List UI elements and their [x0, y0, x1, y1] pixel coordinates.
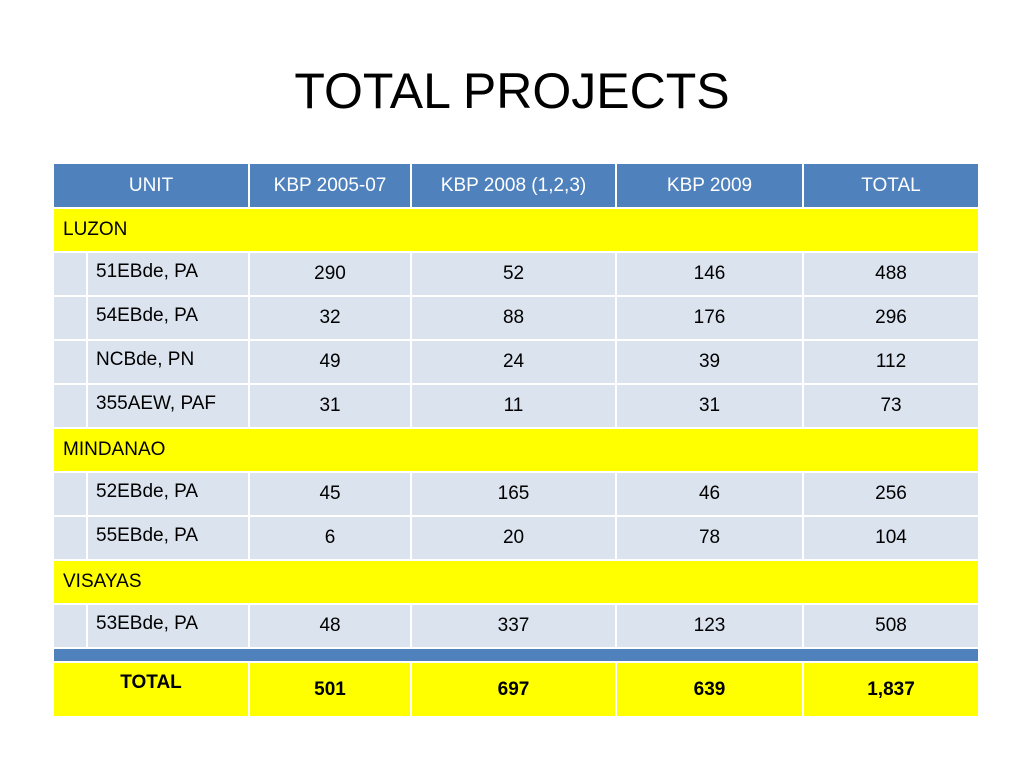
value-kbp-2008: 11 [410, 383, 618, 429]
value-kbp-2009: 123 [615, 603, 805, 649]
group-row-luzon: LUZON [51, 207, 981, 253]
value-kbp-2005-07: 6 [248, 515, 413, 561]
total-kbp-2008: 697 [410, 661, 618, 718]
value-kbp-2005-07: 49 [248, 339, 413, 385]
group-label: VISAYAS [51, 559, 981, 605]
value-kbp-2009: 31 [615, 383, 805, 429]
unit-name: NCBde, PN [85, 339, 251, 385]
table-row: NCBde, PN 49 24 39 112 [52, 339, 981, 385]
header-unit: UNIT [51, 162, 251, 209]
total-kbp-2005-07: 501 [248, 661, 413, 718]
table-row: 53EBde, PA 48 337 123 508 [52, 603, 981, 649]
value-kbp-2005-07: 31 [248, 383, 413, 429]
header-kbp-2009: KBP 2009 [615, 162, 805, 209]
indent-cell [52, 515, 88, 561]
table-row: 52EBde, PA 45 165 46 256 [52, 471, 981, 517]
group-row-mindanao: MINDANAO [51, 427, 981, 473]
value-kbp-2009: 146 [615, 251, 805, 297]
table-row: 355AEW, PAF 31 11 31 73 [52, 383, 981, 429]
slide-title: TOTAL PROJECTS [294, 63, 730, 119]
value-kbp-2009: 78 [615, 515, 805, 561]
value-kbp-2005-07: 290 [248, 251, 413, 297]
unit-name: 51EBde, PA [85, 251, 251, 297]
header-row: UNIT KBP 2005-07 KBP 2008 (1,2,3) KBP 20… [51, 162, 981, 209]
table-row: 55EBde, PA 6 20 78 104 [52, 515, 981, 561]
value-total: 112 [802, 339, 981, 385]
grand-total: 1,837 [802, 661, 981, 718]
value-total: 256 [802, 471, 981, 517]
indent-cell [52, 251, 88, 297]
spacer-band [51, 647, 981, 663]
value-total: 508 [802, 603, 981, 649]
indent-cell [52, 383, 88, 429]
indent-cell [52, 295, 88, 341]
indent-cell [52, 603, 88, 649]
totals-label: TOTAL [51, 661, 251, 718]
value-kbp-2008: 24 [410, 339, 618, 385]
header-kbp-2008: KBP 2008 (1,2,3) [410, 162, 618, 209]
value-kbp-2009: 46 [615, 471, 805, 517]
value-kbp-2005-07: 48 [248, 603, 413, 649]
value-kbp-2008: 52 [410, 251, 618, 297]
value-kbp-2009: 39 [615, 339, 805, 385]
indent-cell [52, 339, 88, 385]
value-total: 104 [802, 515, 981, 561]
header-total: TOTAL [802, 162, 981, 209]
value-total: 488 [802, 251, 981, 297]
table-row: 54EBde, PA 32 88 176 296 [52, 295, 981, 341]
total-kbp-2009: 639 [615, 661, 805, 718]
value-total: 296 [802, 295, 981, 341]
totals-row: TOTAL 501 697 639 1,837 [51, 661, 981, 718]
value-kbp-2008: 20 [410, 515, 618, 561]
value-kbp-2008: 88 [410, 295, 618, 341]
value-kbp-2008: 337 [410, 603, 618, 649]
unit-name: 54EBde, PA [85, 295, 251, 341]
unit-name: 53EBde, PA [85, 603, 251, 649]
group-label: LUZON [51, 207, 981, 253]
value-kbp-2005-07: 45 [248, 471, 413, 517]
value-kbp-2008: 165 [410, 471, 618, 517]
group-label: MINDANAO [51, 427, 981, 473]
value-kbp-2009: 176 [615, 295, 805, 341]
spacer-row [51, 647, 981, 663]
table-row: 51EBde, PA 290 52 146 488 [52, 251, 981, 297]
value-total: 73 [802, 383, 981, 429]
unit-name: 355AEW, PAF [85, 383, 251, 429]
header-kbp-2005-07: KBP 2005-07 [248, 162, 413, 209]
value-kbp-2005-07: 32 [248, 295, 413, 341]
projects-table: UNIT KBP 2005-07 KBP 2008 (1,2,3) KBP 20… [51, 162, 981, 718]
unit-name: 52EBde, PA [85, 471, 251, 517]
unit-name: 55EBde, PA [85, 515, 251, 561]
group-row-visayas: VISAYAS [51, 559, 981, 605]
indent-cell [52, 471, 88, 517]
